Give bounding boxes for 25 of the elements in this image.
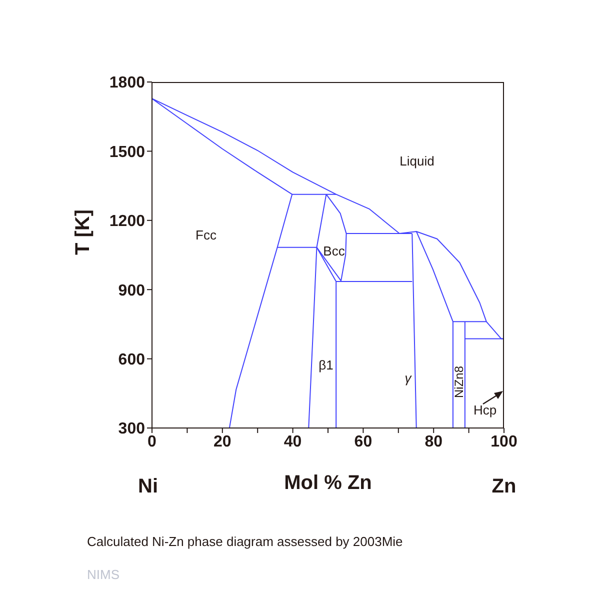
x-tick-label: 20 [214, 433, 232, 450]
annotation: Fcc [196, 228, 216, 242]
x-tick-label: 60 [354, 433, 372, 450]
x-tick-label: 100 [490, 433, 518, 450]
x-tick-label: 0 [148, 433, 157, 450]
y-tick-label: 300 [118, 420, 146, 438]
annotation: Liquid [400, 154, 434, 168]
y-tick-label: 1500 [109, 144, 146, 161]
annotation: β1 [318, 358, 334, 372]
text: Ni [138, 476, 158, 498]
annotation: NiZn8 [452, 366, 466, 398]
annotation: Bcc [323, 244, 345, 258]
text: Zn [492, 476, 516, 498]
y-axis-title: T [K] [72, 209, 94, 255]
y-tick-label: 1200 [109, 213, 146, 230]
x-tick-label: 40 [284, 433, 302, 450]
text: Calculated Ni-Zn phase diagram assessed by 2003Mie [87, 534, 403, 549]
x-tick-label: 80 [424, 433, 443, 450]
y-tick-label: 900 [118, 282, 146, 300]
y-tick-label: 600 [118, 351, 146, 368]
text: NIMS [87, 567, 120, 582]
annotation: γ [404, 370, 412, 386]
annotation: Hcp [473, 402, 497, 418]
y-tick-label: 1800 [109, 74, 146, 92]
x-axis-title: Mol % Zn [284, 472, 372, 495]
